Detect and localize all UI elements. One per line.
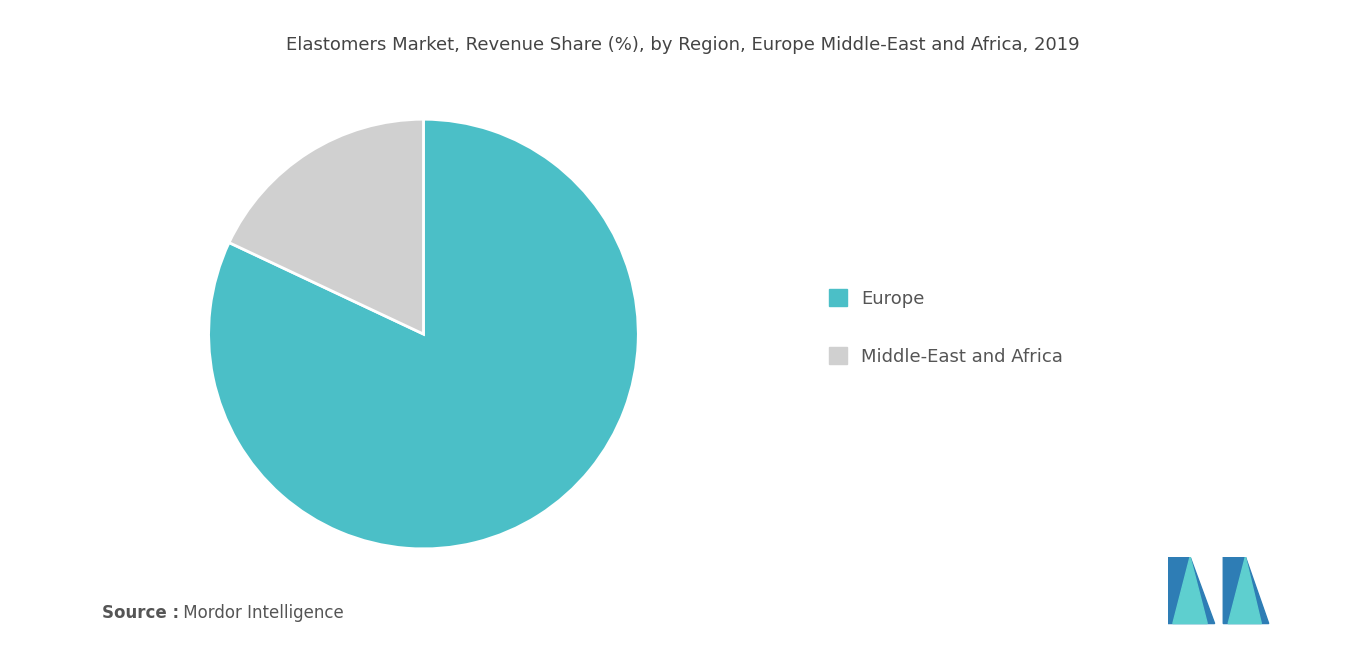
Polygon shape <box>1173 557 1208 624</box>
Text: Mordor Intelligence: Mordor Intelligence <box>178 605 343 622</box>
Polygon shape <box>1168 557 1214 624</box>
Polygon shape <box>1224 557 1269 624</box>
Text: Source :: Source : <box>102 605 179 622</box>
Text: Elastomers Market, Revenue Share (%), by Region, Europe Middle-East and Africa, : Elastomers Market, Revenue Share (%), by… <box>287 36 1079 54</box>
Legend: Europe, Middle-East and Africa: Europe, Middle-East and Africa <box>829 290 1063 365</box>
Polygon shape <box>1228 557 1261 624</box>
Wedge shape <box>209 119 638 549</box>
Wedge shape <box>229 119 423 334</box>
